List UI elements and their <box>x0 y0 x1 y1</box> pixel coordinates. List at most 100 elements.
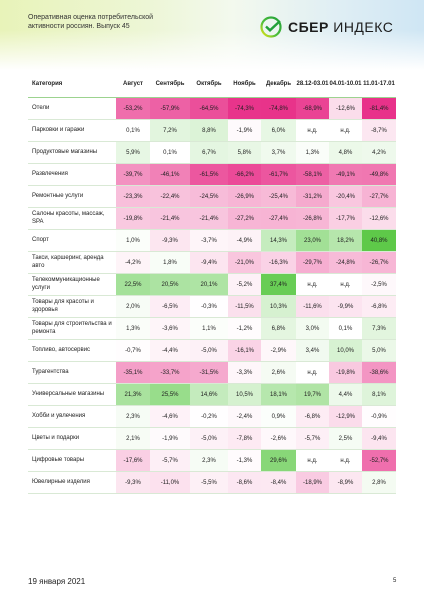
category-cell: Отели <box>28 97 116 120</box>
category-cell: Товары для красоты и здоровья <box>28 295 116 318</box>
value-cell: -20,4% <box>329 185 362 208</box>
page-number: 5 <box>393 578 397 584</box>
value-cell: -58,1% <box>296 163 329 186</box>
value-cell: -74,3% <box>228 97 261 120</box>
value-cell: 0,9% <box>261 405 296 428</box>
value-cell: -19,8% <box>329 361 362 384</box>
value-cell: -0,7% <box>116 339 150 362</box>
value-cell: -4,6% <box>150 405 190 428</box>
value-cell: -26,8% <box>296 207 329 230</box>
table-row: Спорт 1,0% -9,3% -3,7% -4,9% 14,3% 23,0% 18,2% 4… <box>28 229 396 252</box>
value-cell: -4,9% <box>228 229 261 252</box>
value-cell: -31,2% <box>296 185 329 208</box>
value-cell: -21,4% <box>150 207 190 230</box>
value-cell: -8,9% <box>329 471 362 494</box>
table-row: Цветы и подарки 2,1% -1,9% -5,0% -7,8% -2,6% -… <box>28 427 396 450</box>
value-cell: 5,8% <box>228 141 261 164</box>
value-cell: 14,6% <box>190 383 228 406</box>
category-cell: Развлечения <box>28 163 116 186</box>
value-cell: -81,4% <box>362 97 396 120</box>
category-cell: Универсальные магазины <box>28 383 116 406</box>
table-header-row: Категория Август Сентябрь Октябрь Ноябрь Дека… <box>28 70 396 98</box>
value-cell: -6,8% <box>296 405 329 428</box>
value-cell: 5,0% <box>362 339 396 362</box>
category-cell: Парковки и гаражи <box>28 119 116 142</box>
category-cell: Ювелирные изделия <box>28 471 116 494</box>
value-cell: -17,7% <box>329 207 362 230</box>
column-header: Август <box>123 80 143 87</box>
value-cell: -52,7% <box>362 449 396 472</box>
logo-brand: СБЕР <box>288 19 329 35</box>
value-cell: -19,8% <box>116 207 150 230</box>
value-cell: -5,0% <box>190 339 228 362</box>
value-cell: 5,9% <box>116 141 150 164</box>
value-cell: 23,0% <box>296 229 329 252</box>
value-cell: -61,7% <box>261 163 296 186</box>
value-cell: -9,4% <box>362 427 396 450</box>
value-cell: -11,6% <box>296 295 329 318</box>
category-cell: Такси, каршеринг, аренда авто <box>28 251 116 274</box>
value-cell: -21,4% <box>190 207 228 230</box>
table-row: Такси, каршеринг, аренда авто -4,2% 1,8% -9… <box>28 251 396 274</box>
footer-date: 19 января 2021 <box>28 577 86 586</box>
value-cell: 21,3% <box>116 383 150 406</box>
value-cell: -39,7% <box>116 163 150 186</box>
value-cell: 0,1% <box>116 119 150 142</box>
value-cell: -3,6% <box>150 317 190 340</box>
column-header: 04.01-10.01 <box>329 80 362 87</box>
value-cell: -2,9% <box>261 339 296 362</box>
value-cell: -12,9% <box>329 405 362 428</box>
value-cell: 10,0% <box>329 339 362 362</box>
value-cell: 2,5% <box>329 427 362 450</box>
header-gradient-background <box>0 0 424 70</box>
value-cell: -9,4% <box>190 251 228 274</box>
value-cell: -0,2% <box>190 405 228 428</box>
value-cell: -4,2% <box>116 251 150 274</box>
table-row: Телекоммуникационные услуги 22,5% 20,5% 20,… <box>28 273 396 296</box>
value-cell: н.д. <box>296 361 329 384</box>
value-cell: -5,5% <box>190 471 228 494</box>
value-cell: -57,9% <box>150 97 190 120</box>
sber-index-logo: СБЕР ИНДЕКС <box>260 16 393 38</box>
value-cell: -17,6% <box>116 449 150 472</box>
value-cell: -16,1% <box>228 339 261 362</box>
value-cell: -2,4% <box>228 405 261 428</box>
value-cell: -8,7% <box>362 119 396 142</box>
column-header-category: Категория <box>32 80 63 87</box>
category-cell: Хобби и увлечения <box>28 405 116 428</box>
value-cell: 1,3% <box>296 141 329 164</box>
value-cell: 3,4% <box>296 339 329 362</box>
value-cell: -22,4% <box>150 185 190 208</box>
value-cell: -49,8% <box>362 163 396 186</box>
category-cell: Спорт <box>28 229 116 252</box>
column-header: Ноябрь <box>233 80 256 87</box>
value-cell: -49,1% <box>329 163 362 186</box>
value-cell: 2,1% <box>116 427 150 450</box>
value-cell: -8,4% <box>261 471 296 494</box>
value-cell: -0,3% <box>190 295 228 318</box>
value-cell: -11,0% <box>150 471 190 494</box>
table-row: Универсальные магазины 21,3% 25,5% 14,6% 10,… <box>28 383 396 406</box>
value-cell: -9,3% <box>116 471 150 494</box>
value-cell: -1,2% <box>228 317 261 340</box>
value-cell: -4,4% <box>150 339 190 362</box>
category-cell: Салоны красоты, массаж, SPA <box>28 207 116 230</box>
value-cell: 2,8% <box>362 471 396 494</box>
table-row: Ювелирные изделия -9,3% -11,0% -5,5% -8,6% -8… <box>28 471 396 494</box>
value-cell: -6,5% <box>150 295 190 318</box>
value-cell: -3,7% <box>190 229 228 252</box>
table-row: Ремонтные услуги -23,3% -22,4% -24,5% -26,9%… <box>28 185 396 208</box>
table-row: Цифровые товары -17,6% -5,7% 2,3% -1,3% 29,6%… <box>28 449 396 472</box>
value-cell: 6,7% <box>190 141 228 164</box>
table-body: Отели -53,2% -57,9% -64,5% -74,3% -74,8% -68,9… <box>28 97 396 494</box>
value-cell: 7,3% <box>362 317 396 340</box>
value-cell: -8,6% <box>228 471 261 494</box>
value-cell: н.д. <box>296 449 329 472</box>
table-row: Развлечения -39,7% -46,1% -61,5% -66,2% -61,7… <box>28 163 396 186</box>
value-cell: 6,0% <box>261 119 296 142</box>
value-cell: -68,9% <box>296 97 329 120</box>
value-cell: -12,6% <box>329 97 362 120</box>
report-subtitle: Оперативная оценка потребительской актив… <box>28 13 178 31</box>
value-cell: 14,3% <box>261 229 296 252</box>
category-cell: Топливо, автосервис <box>28 339 116 362</box>
